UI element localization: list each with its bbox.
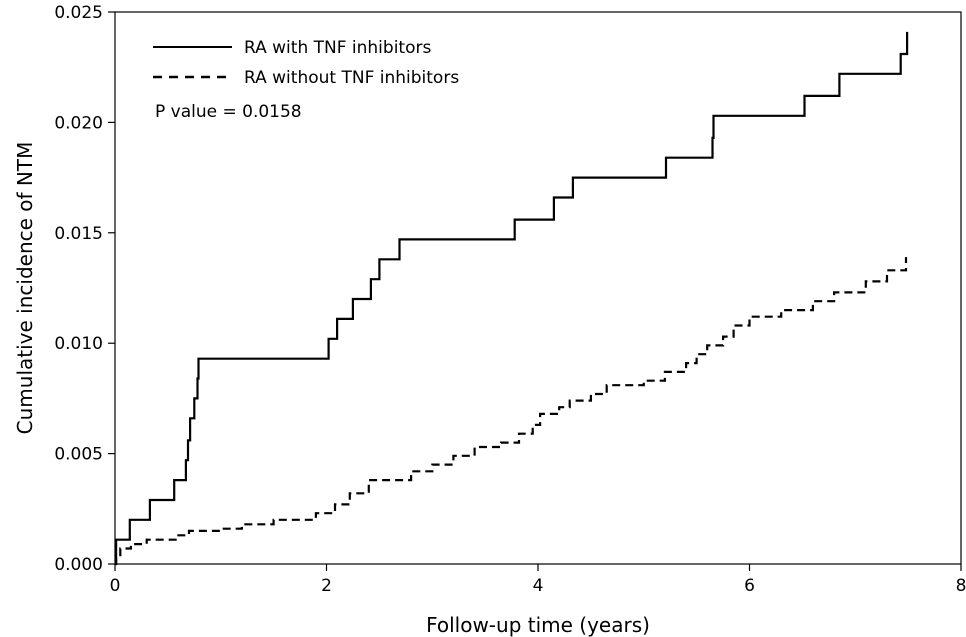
- y-axis: 0.000 0.005 0.010 0.015 0.020 0.025: [54, 3, 115, 575]
- p-value-annotation: P value = 0.0158: [155, 102, 302, 122]
- legend-label-without-tnf: RA without TNF inhibitors: [244, 68, 459, 88]
- y-tick-label: 0.005: [54, 445, 103, 465]
- series-layer: [115, 31, 909, 566]
- y-axis-title: Cumulative incidence of NTM: [13, 142, 37, 435]
- series-line-without-tnf: [115, 257, 908, 566]
- x-tick-label: 4: [533, 576, 544, 596]
- y-tick-label: 0.000: [54, 555, 103, 575]
- legend: RA with TNF inhibitors RA without TNF in…: [153, 38, 459, 122]
- x-tick-label: 2: [321, 576, 332, 596]
- y-tick-label: 0.015: [54, 224, 103, 244]
- x-tick-label: 0: [110, 576, 121, 596]
- series-line-with-tnf: [115, 31, 909, 566]
- x-tick-label: 8: [956, 576, 966, 596]
- x-axis: 0 2 4 6 8: [110, 564, 966, 596]
- legend-label-with-tnf: RA with TNF inhibitors: [244, 38, 431, 58]
- y-tick-label: 0.025: [54, 3, 103, 23]
- y-tick-label: 0.010: [54, 334, 103, 354]
- x-axis-title: Follow-up time (years): [426, 613, 650, 637]
- y-tick-label: 0.020: [54, 113, 103, 133]
- x-tick-label: 6: [744, 576, 755, 596]
